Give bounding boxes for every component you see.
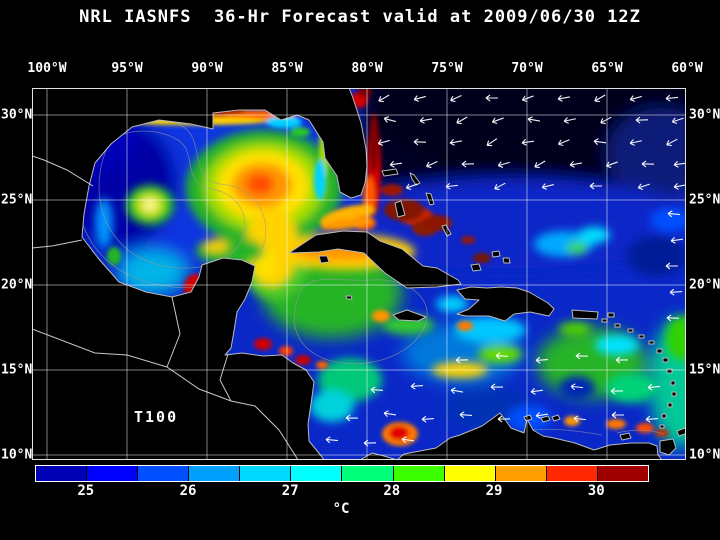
hispaniola-island — [456, 286, 555, 322]
lon-label: 60°W — [671, 61, 703, 76]
venezuela-offshore-islands — [523, 414, 632, 441]
south-america-landmass — [359, 412, 663, 460]
north-central-america-landmass — [32, 88, 368, 460]
lat-label-left: 20°N — [1, 277, 33, 293]
colorbar-tick-label: 27 — [281, 483, 299, 499]
colorbar-segment — [36, 466, 87, 481]
colorbar — [35, 465, 649, 482]
longitude-axis: 100°W 95°W 90°W 85°W 80°W 75°W 70°W 65°W… — [0, 61, 720, 79]
lat-label-right: 10°N — [689, 447, 720, 463]
field-label: T100 — [134, 408, 179, 426]
lat-label-left: 15°N — [1, 362, 33, 378]
lon-label: 75°W — [431, 61, 463, 76]
colorbar-tick-label: 29 — [485, 483, 503, 499]
colorbar-segment — [495, 466, 546, 481]
lat-label-right: 15°N — [689, 362, 720, 378]
bathymetry-contours — [75, 113, 665, 436]
colorbar-tick-label: 26 — [179, 483, 197, 499]
mexico-guatemala-border — [166, 296, 181, 368]
land-layer — [32, 88, 686, 460]
colorbar-segment — [291, 466, 342, 481]
puerto-rico-island — [571, 309, 599, 320]
lat-label-right: 30°N — [689, 107, 720, 123]
central-america-border — [219, 353, 232, 402]
colorbar-segment — [189, 466, 240, 481]
colorbar-segment — [87, 466, 138, 481]
colorbar-segment — [444, 466, 495, 481]
colorbar-tick-label: 28 — [383, 483, 401, 499]
colorbar-tick-label: 30 — [587, 483, 605, 499]
lat-label-right: 20°N — [689, 277, 720, 293]
colorbar-segment — [138, 466, 189, 481]
colorbar-tick-label: 25 — [77, 483, 95, 499]
colorbar-segment — [240, 466, 291, 481]
colorbar-segment — [546, 466, 597, 481]
us-mexico-border — [32, 155, 94, 187]
jamaica-island — [392, 309, 427, 322]
map-frame — [32, 88, 686, 460]
isle-of-youth — [318, 255, 330, 264]
lon-label: 85°W — [271, 61, 303, 76]
page-title: NRL IASNFS 36-Hr Forecast valid at 2009/… — [79, 7, 641, 27]
colorbar-unit: °C — [332, 501, 350, 517]
lat-label-left: 10°N — [1, 447, 33, 463]
lat-label-right: 25°N — [689, 192, 720, 208]
lon-label: 65°W — [591, 61, 623, 76]
colorbar-segment — [342, 466, 393, 481]
cuba-island — [288, 230, 462, 289]
map-svg — [32, 88, 686, 460]
colorbar-ticks: 25 26 27 28 29 30 — [35, 483, 647, 500]
mexico-state-border — [32, 239, 83, 249]
bahamas-islands — [381, 168, 511, 272]
cayman-island — [345, 295, 353, 300]
lat-label-left: 30°N — [1, 107, 33, 123]
grid-layer — [32, 88, 686, 460]
map-canvas: T100 — [32, 88, 686, 460]
colorbar-segment — [393, 466, 444, 481]
lon-label: 90°W — [191, 61, 223, 76]
lon-label: 80°W — [351, 61, 383, 76]
lon-label: 100°W — [27, 61, 67, 76]
lat-label-left: 25°N — [1, 192, 33, 208]
current-vectors-layer — [325, 94, 686, 447]
colorbar-segment — [597, 466, 648, 481]
lon-label: 95°W — [111, 61, 143, 76]
trinidad-tobago-islands — [659, 427, 686, 456]
lon-label: 70°W — [511, 61, 543, 76]
